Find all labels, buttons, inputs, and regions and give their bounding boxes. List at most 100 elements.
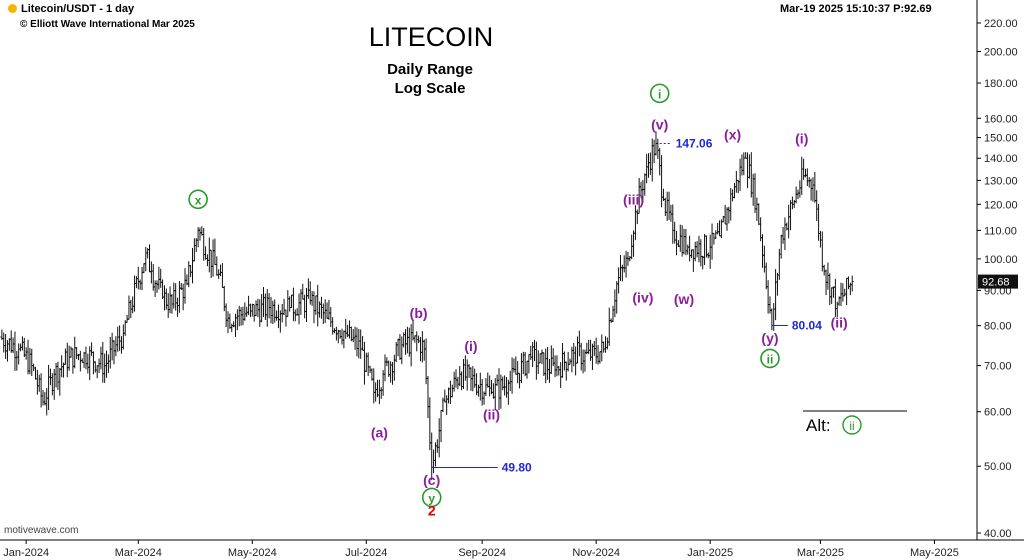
price-bar — [435, 439, 439, 453]
price-bar — [781, 226, 785, 244]
price-bar — [400, 336, 404, 365]
alt-label: Alt: — [806, 416, 831, 435]
price-bar — [512, 358, 516, 373]
price-bar — [260, 294, 264, 323]
price-bar — [265, 289, 269, 327]
price-bar — [308, 281, 312, 305]
price-bar — [82, 351, 86, 368]
price-bar — [106, 354, 110, 373]
price-bar — [420, 331, 424, 363]
price-bar — [432, 449, 436, 474]
price-bar — [164, 288, 168, 310]
price-bar — [47, 364, 51, 411]
price-bar — [91, 351, 95, 375]
price-bar — [224, 303, 228, 328]
price-bar — [383, 354, 387, 382]
wave-label-circle — [188, 189, 208, 210]
price-bar — [624, 250, 628, 278]
price-bar — [368, 365, 372, 373]
price-bar — [809, 178, 813, 201]
price-bar — [559, 362, 563, 388]
price-bar — [134, 276, 138, 289]
price-bar — [555, 355, 559, 377]
wave-label: (iv) — [632, 289, 653, 305]
y-tick-label: 60.00 — [984, 407, 1012, 419]
x-tick-label: Nov-2024 — [572, 547, 620, 559]
price-bar — [632, 230, 636, 257]
wave-label: x — [195, 193, 202, 207]
price-bar — [566, 351, 570, 372]
price-bar — [744, 152, 748, 159]
price-bar — [833, 278, 837, 317]
price-bar — [303, 294, 307, 319]
price-bar — [331, 317, 335, 335]
alt-wave-label: ii — [849, 419, 854, 433]
y-tick-label: 110.00 — [984, 225, 1017, 237]
price-bar — [669, 204, 673, 222]
price-bar — [213, 238, 217, 266]
price-bar — [172, 282, 176, 309]
price-bar — [78, 350, 82, 372]
price-bar — [275, 310, 279, 321]
price-bar — [93, 361, 97, 373]
price-bar — [845, 277, 849, 306]
price-bar — [527, 354, 531, 374]
price-bar — [233, 313, 237, 338]
price-bar — [256, 298, 260, 318]
price-bar — [417, 335, 421, 344]
price-bar — [602, 341, 606, 353]
price-bar — [392, 354, 396, 381]
price-bar — [516, 361, 520, 384]
price-bar — [777, 248, 781, 280]
price-bar — [342, 330, 346, 349]
price-bar — [738, 158, 742, 191]
price-bar — [181, 283, 185, 311]
price-bar — [731, 189, 735, 202]
price-bar — [695, 241, 699, 258]
price-bar — [605, 337, 609, 350]
price-bar — [409, 324, 413, 367]
symbol-text: Litecoin/USDT - 1 day — [21, 3, 135, 15]
wave-label: y — [428, 491, 435, 505]
price-bar — [525, 360, 529, 379]
price-bar — [374, 382, 378, 402]
price-bar — [103, 353, 107, 383]
price-bar — [2, 332, 6, 353]
price-bar — [772, 303, 776, 331]
footer-watermark: motivewave.com — [4, 525, 79, 536]
y-tick-label: 50.00 — [984, 461, 1012, 473]
wave-label: (ii) — [831, 315, 848, 331]
price-bar — [813, 171, 817, 203]
price-bar — [734, 170, 738, 193]
price-bar — [742, 152, 746, 176]
price-bar — [239, 307, 243, 326]
price-bar — [243, 302, 247, 321]
price-bar — [161, 279, 165, 299]
price-bar — [133, 275, 137, 312]
price-bar — [273, 299, 277, 323]
price-bar — [48, 368, 52, 386]
price-bar — [355, 327, 359, 357]
price-bar — [805, 168, 809, 186]
wave-label-circle — [649, 83, 670, 104]
price-bar — [790, 196, 794, 210]
price-bar — [22, 337, 26, 358]
price-bar — [67, 345, 71, 371]
price-bar — [52, 369, 56, 400]
price-bar — [628, 255, 632, 262]
price-bar — [510, 357, 514, 394]
price-bar — [377, 379, 381, 405]
price-bar — [826, 262, 830, 290]
price-bar — [680, 225, 684, 257]
price-bar — [314, 295, 318, 315]
price-bar — [701, 255, 705, 270]
price-bar — [338, 330, 342, 339]
price-bar — [491, 383, 495, 399]
price-bar — [192, 238, 196, 262]
price-bar — [149, 261, 153, 284]
price-bar — [114, 336, 118, 357]
price-bar — [647, 153, 651, 178]
y-tick-label: 130.00 — [984, 175, 1018, 187]
price-bar — [465, 359, 469, 391]
